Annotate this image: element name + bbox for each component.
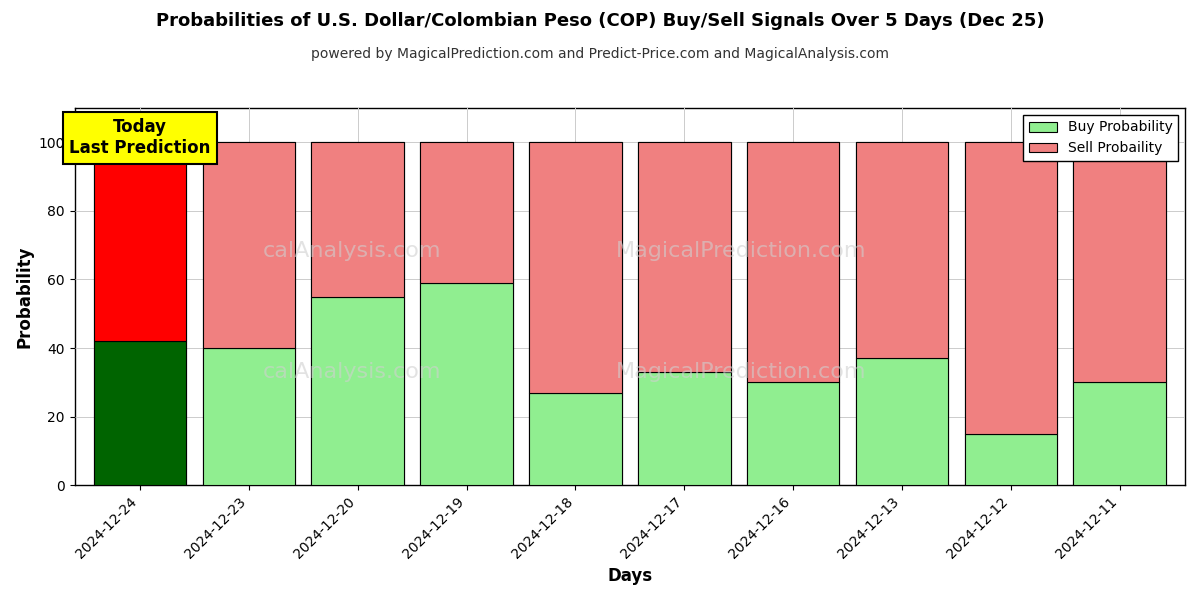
Bar <box>746 382 839 485</box>
Text: calAnalysis.com: calAnalysis.com <box>263 241 442 262</box>
Bar <box>1074 382 1166 485</box>
Bar <box>965 142 1057 434</box>
Y-axis label: Probability: Probability <box>16 245 34 348</box>
Bar <box>1074 142 1166 382</box>
Bar <box>94 341 186 485</box>
Legend: Buy Probability, Sell Probaility: Buy Probability, Sell Probaility <box>1024 115 1178 161</box>
Bar <box>1074 142 1166 382</box>
Text: powered by MagicalPrediction.com and Predict-Price.com and MagicalAnalysis.com: powered by MagicalPrediction.com and Pre… <box>311 47 889 61</box>
Bar <box>638 142 731 372</box>
Bar <box>312 142 404 296</box>
Bar <box>529 142 622 392</box>
Bar <box>529 392 622 485</box>
Bar <box>856 142 948 358</box>
Bar <box>203 142 295 348</box>
Bar <box>420 283 512 485</box>
Bar <box>203 348 295 485</box>
Bar <box>203 142 295 348</box>
Text: MagicalPrediction.com: MagicalPrediction.com <box>616 362 866 382</box>
Bar <box>638 372 731 485</box>
Bar <box>94 142 186 341</box>
Bar <box>746 142 839 382</box>
Bar <box>94 341 186 485</box>
Bar <box>856 358 948 485</box>
Text: calAnalysis.com: calAnalysis.com <box>263 362 442 382</box>
Bar <box>312 296 404 485</box>
X-axis label: Days: Days <box>607 567 653 585</box>
Bar <box>94 142 186 341</box>
Bar <box>965 434 1057 485</box>
Bar <box>420 142 512 283</box>
Text: Probabilities of U.S. Dollar/Colombian Peso (COP) Buy/Sell Signals Over 5 Days (: Probabilities of U.S. Dollar/Colombian P… <box>156 12 1044 30</box>
Bar <box>1074 382 1166 485</box>
Bar <box>638 372 731 485</box>
Bar <box>856 142 948 358</box>
Bar <box>638 142 731 372</box>
Bar <box>965 434 1057 485</box>
Text: Today
Last Prediction: Today Last Prediction <box>70 118 211 157</box>
Bar <box>312 296 404 485</box>
Bar <box>312 142 404 296</box>
Bar <box>420 283 512 485</box>
Bar <box>746 142 839 382</box>
Bar <box>529 392 622 485</box>
Bar <box>856 358 948 485</box>
Bar <box>746 382 839 485</box>
Bar <box>965 142 1057 434</box>
Text: MagicalPrediction.com: MagicalPrediction.com <box>616 241 866 262</box>
Bar <box>203 348 295 485</box>
Bar <box>420 142 512 283</box>
Bar <box>529 142 622 392</box>
